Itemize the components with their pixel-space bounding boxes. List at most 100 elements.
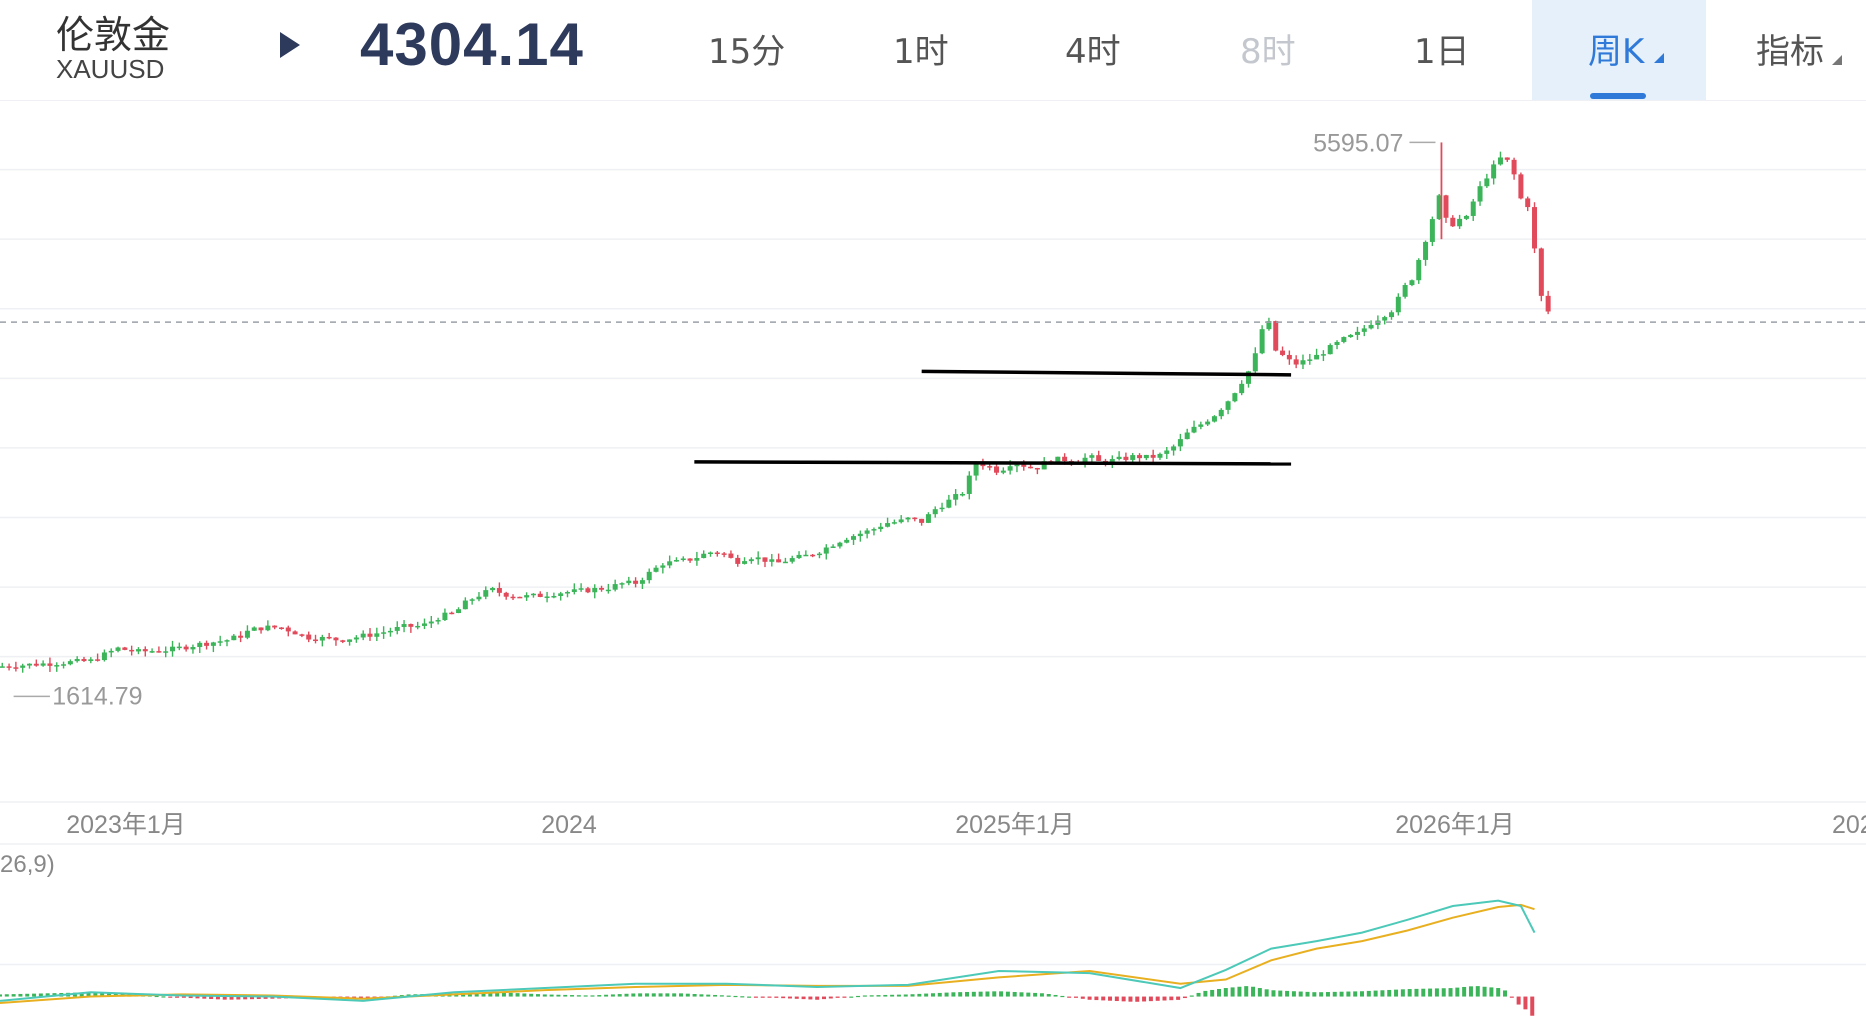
candle-body [1457, 218, 1463, 227]
macd-bar [563, 994, 568, 997]
macd-bar [1475, 986, 1480, 997]
candle-body [244, 630, 250, 638]
candle-body [1293, 359, 1299, 365]
candle-body [1246, 371, 1251, 384]
macd-bar [1434, 988, 1439, 997]
macd-bar [801, 996, 806, 1000]
macd-bar [488, 992, 493, 997]
macd-bar [869, 995, 874, 997]
support-line [694, 460, 1292, 466]
candle-body [1314, 354, 1320, 360]
candle-body [462, 600, 468, 610]
candle-body [238, 635, 244, 638]
macd-bar [1305, 991, 1310, 997]
macd-bar [1325, 992, 1330, 997]
macd-bar [1482, 986, 1487, 997]
candle-body [1205, 421, 1211, 425]
tab-weekly[interactable]: 周K [1588, 32, 1645, 72]
candle-body [204, 642, 210, 646]
candle-body [333, 637, 339, 641]
candle-body [490, 588, 496, 591]
weekly-dropdown-icon[interactable] [1654, 53, 1664, 63]
play-icon[interactable] [280, 32, 300, 58]
candle-body [1409, 280, 1415, 286]
candle-body [1443, 195, 1449, 218]
macd-bar [753, 996, 758, 998]
tab-1hour[interactable]: 1时 [893, 32, 949, 72]
candle-body [1368, 324, 1374, 329]
candle-body [1484, 178, 1490, 187]
candle-body [176, 646, 182, 649]
macd-bar [32, 993, 37, 997]
tab-15min[interactable]: 15分 [708, 32, 786, 72]
candle-body [1532, 207, 1538, 249]
candle-body [510, 596, 516, 599]
macd-bar [1210, 989, 1215, 997]
candle-body [251, 627, 257, 631]
tab-1day[interactable]: 1日 [1414, 32, 1470, 72]
candle-body [646, 571, 652, 581]
candle-body [1538, 248, 1544, 296]
macd-bar [1196, 992, 1201, 997]
candle-body [88, 659, 94, 662]
candle-body [81, 658, 87, 662]
candle-body [721, 553, 727, 555]
candle-body [626, 580, 632, 584]
indicator-dropdown-icon[interactable] [1832, 55, 1842, 65]
macd-bar [644, 993, 649, 997]
active-tab-background [1532, 0, 1706, 100]
macd-bar [1251, 986, 1256, 997]
candle-body [1143, 454, 1149, 459]
candle-body [1395, 296, 1401, 313]
macd-bar [406, 994, 411, 997]
candle-body [959, 493, 965, 496]
candle-body [503, 592, 509, 597]
macd-bar [175, 996, 180, 998]
symbol-code: XAUUSD [56, 54, 165, 84]
macd-bar [1264, 989, 1269, 997]
candle-body [816, 553, 822, 556]
tab-8hour[interactable]: 8时 [1240, 32, 1296, 72]
macd-bar [161, 996, 166, 998]
candle-body [1130, 455, 1136, 460]
candle-body [578, 588, 584, 590]
candle-body [122, 647, 128, 650]
macd-bar [154, 995, 159, 998]
candle-body [1525, 198, 1531, 208]
macd-bar [106, 993, 111, 997]
candle-body [442, 612, 448, 621]
candle-body [558, 593, 564, 596]
candle-body [27, 663, 33, 666]
candle-body [285, 627, 291, 632]
macd-bar [937, 992, 942, 997]
candle-body [306, 634, 312, 640]
macd-bar [1523, 996, 1528, 1010]
macd-bar [1005, 991, 1010, 997]
candle-body [1116, 456, 1122, 460]
macd-bar [1012, 991, 1017, 997]
candle-body [994, 466, 1000, 473]
candle-body [0, 666, 5, 668]
macd-bar [903, 994, 908, 997]
candle-body [1382, 317, 1388, 321]
candle-body [1259, 329, 1265, 354]
grid-lines [0, 168, 1866, 658]
indicator-button[interactable]: 指标 [1756, 32, 1824, 72]
candle-body [708, 552, 714, 555]
candle-body [891, 522, 897, 524]
candle-body [1402, 285, 1408, 297]
tab-4hour[interactable]: 4时 [1065, 32, 1121, 72]
macd-bar [1155, 996, 1160, 1001]
candle-body [728, 553, 734, 558]
price-chart[interactable]: 5595.07 1614.79 2023年1月 2024 2025年1月 2026年1… [0, 100, 1866, 1032]
candle-body [987, 466, 993, 468]
macd-bar [774, 996, 779, 998]
macd-bar [651, 993, 656, 997]
macd-bar [1257, 988, 1262, 997]
macd-bar [236, 996, 241, 1000]
candle-body [1062, 456, 1068, 462]
candle-body [108, 650, 114, 653]
candle-body [776, 559, 782, 563]
candle-body [912, 517, 918, 520]
x-tick-label: 2023年1月 [66, 811, 186, 839]
